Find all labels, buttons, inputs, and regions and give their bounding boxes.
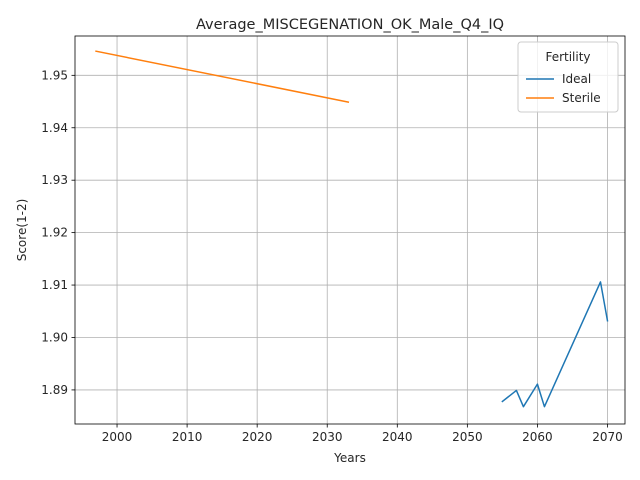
- legend-title: Fertility: [545, 50, 590, 64]
- legend: Fertility Ideal Sterile: [517, 41, 619, 113]
- legend-box: [517, 41, 619, 113]
- y-tick-label: 1.94: [41, 121, 68, 135]
- x-tick-label: 2000: [102, 430, 133, 444]
- y-tick-label: 1.95: [41, 68, 68, 82]
- y-tick-label: 1.89: [41, 383, 68, 397]
- plot-area-frame: [74, 35, 626, 425]
- x-axis-label: Years: [333, 451, 366, 465]
- x-tick-label: 2010: [172, 430, 203, 444]
- legend-entry-ideal: Ideal: [562, 72, 591, 86]
- y-tick-label: 1.93: [41, 173, 68, 187]
- x-tick-label: 2040: [382, 430, 413, 444]
- x-tick-label: 2070: [592, 430, 623, 444]
- x-tick-label: 2050: [452, 430, 483, 444]
- x-tick-label: 2020: [242, 430, 273, 444]
- series-line-ideal: [501, 281, 609, 408]
- x-tick-label: 2060: [522, 430, 553, 444]
- y-tick-label: 1.92: [41, 226, 68, 240]
- chart-title: Average_MISCEGENATION_OK_Male_Q4_IQ: [196, 17, 504, 33]
- x-tick-label: 2030: [312, 430, 343, 444]
- series-line-sterile: [95, 50, 350, 103]
- x-axis: 2000 2010 2020 2030 2040 2050 2060 2070: [102, 424, 623, 444]
- y-tick-label: 1.91: [41, 278, 68, 292]
- legend-entry-sterile: Sterile: [562, 91, 601, 105]
- y-axis-label: Score(1-2): [15, 199, 29, 262]
- y-tick-label: 1.90: [41, 330, 68, 344]
- y-axis: 1.89 1.90 1.91 1.92 1.93 1.94 1.95: [41, 68, 75, 397]
- series-layer: [95, 50, 609, 408]
